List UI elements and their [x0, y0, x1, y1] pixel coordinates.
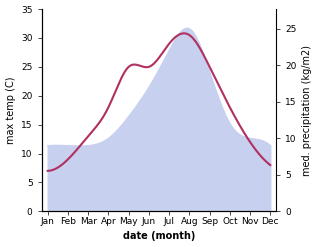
Y-axis label: med. precipitation (kg/m2): med. precipitation (kg/m2): [302, 45, 313, 176]
Y-axis label: max temp (C): max temp (C): [5, 76, 16, 144]
X-axis label: date (month): date (month): [123, 231, 195, 242]
